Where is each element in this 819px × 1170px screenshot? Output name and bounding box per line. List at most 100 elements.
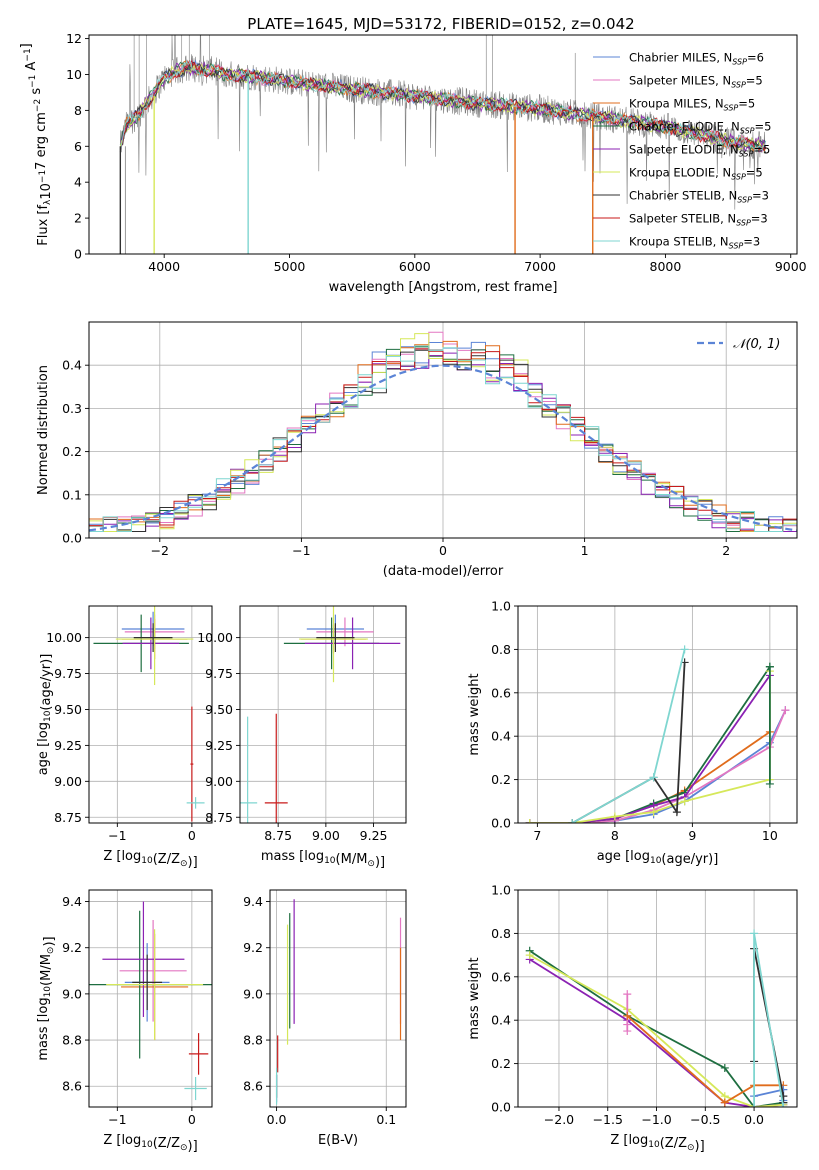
- x-tick-label: 9: [688, 828, 696, 843]
- series-line-kroupa_elodie: [529, 671, 771, 823]
- x-tick-label: 9.00: [312, 828, 340, 843]
- x-tick-label: 8000: [650, 259, 682, 274]
- y-axis-label: Flux [fλ10−17 erg cm−2 s−1 A−1]: [19, 43, 54, 246]
- legend-label: Chabrier STELIB, NSSP=3: [629, 189, 769, 205]
- y-tick-label: 9.2: [243, 940, 263, 955]
- y-tick-label: 10.00: [197, 630, 233, 645]
- y-tick-label: 1.0: [491, 599, 511, 614]
- series-marker: [649, 773, 658, 782]
- y-tick-label: 8.75: [205, 810, 233, 825]
- legend-label: Salpeter STELIB, NSSP=3: [629, 212, 768, 228]
- y-tick-label: 0.0: [491, 1100, 511, 1115]
- axes-mass_vs_Z: −1 0 8.6 8.8 9.0 9.2 9.4 Z [log10(Z/Z⊙)] mass [l…: [36, 889, 213, 1154]
- series-line-chabrier_elodie: [529, 666, 771, 823]
- series-marker: [525, 951, 534, 960]
- x-tick-label: 10: [762, 828, 778, 843]
- y-tick-label: 10.00: [46, 630, 82, 645]
- x-axis-label: Z [log10(Z/Z⊙)]: [103, 1133, 197, 1154]
- y-tick-label: 9.50: [205, 702, 233, 717]
- y-tick-label: 4: [74, 175, 82, 190]
- x-tick-label: 0.0: [744, 1112, 764, 1127]
- series-line-chabrier_miles: [753, 1088, 785, 1101]
- legend-label: Chabrier MILES, NSSP=6: [629, 51, 764, 67]
- y-tick-label: 8.6: [243, 1079, 263, 1094]
- legend-label: Kroupa STELIB, NSSP=3: [629, 235, 760, 251]
- series-marker: [779, 1103, 788, 1107]
- x-tick-label: 5000: [274, 259, 306, 274]
- y-tick-label: 0.4: [62, 358, 82, 373]
- legend-label: Chabrier ELODIE, NSSP=5: [629, 120, 771, 136]
- y-tick-label: 1.0: [491, 883, 511, 898]
- series-marker: [765, 779, 774, 788]
- normal-curve: [89, 364, 797, 532]
- y-tick-label: 9.50: [54, 702, 82, 717]
- y-tick-label: 9.25: [205, 738, 233, 753]
- y-tick-label: 0.6: [491, 685, 511, 700]
- y-tick-label: 9.00: [54, 774, 82, 789]
- legend-label: Kroupa ELODIE, NSSP=5: [629, 166, 763, 182]
- y-axis-label: mass [log10(M/M⊙)]: [36, 936, 57, 1060]
- x-axis-label: age [log10(age/yr)]: [597, 849, 719, 867]
- series-line-chabrier_stelib: [571, 662, 686, 823]
- y-tick-label: 9.4: [243, 894, 263, 909]
- y-tick-label: 8.75: [54, 810, 82, 825]
- axes-frame: [88, 34, 798, 255]
- y-tick-label: 9.0: [62, 986, 82, 1001]
- grid-massweight_vs_Z: [518, 889, 797, 1108]
- axes-frame: [517, 605, 798, 824]
- y-tick-label: 0.2: [491, 772, 511, 787]
- y-tick-label: 8.6: [62, 1079, 82, 1094]
- axes-age_vs_mass: 8.75 9.00 9.25 8.75 9.00 9.25 9.50 9.75 10.00 mas…: [197, 605, 407, 870]
- grid-massweight_vs_age: [518, 605, 797, 824]
- axes-residuals: −2 −1 0 1 2 0.0 0.1 0.2 0.3 0.4 (data-model)/error…: [36, 321, 798, 579]
- series-marker: [750, 1103, 759, 1107]
- x-tick-label: 0: [439, 543, 447, 558]
- legend-label: Salpeter ELODIE, NSSP=5: [629, 143, 770, 159]
- y-tick-label: 0.8: [491, 926, 511, 941]
- histogram-salpeter_stelib: [89, 348, 797, 532]
- x-tick-label: 4000: [148, 259, 180, 274]
- x-tick-label: 7: [533, 828, 541, 843]
- series-line-salpeter_elodie: [529, 674, 771, 823]
- model-spectrum-kroupa_stelib: [119, 60, 767, 153]
- series-marker: [623, 990, 632, 999]
- y-tick-label: 9.75: [54, 666, 82, 681]
- axes-mass_vs_EBV: 0.0 0.1 8.6 8.8 9.0 9.2 9.4 E(B-V): [243, 889, 407, 1148]
- grid-mass_vs_EBV: [270, 890, 406, 1107]
- y-tick-label: 9.75: [205, 666, 233, 681]
- series-marker: [680, 645, 689, 654]
- axes-frame: [517, 889, 798, 1108]
- series-marker: [649, 808, 658, 817]
- y-tick-label: 6: [74, 139, 82, 154]
- y-tick-label: 0.3: [62, 401, 82, 416]
- x-axis-label: mass [log10(M/M⊙)]: [261, 849, 385, 870]
- axes-massweight_vs_age: 7 8 9 10 0.0 0.2 0.4 0.6 0.8 1.0 age [log10(age/yr…: [467, 599, 798, 867]
- series-marker: [680, 797, 689, 806]
- x-tick-label: −1.5: [593, 1112, 623, 1127]
- y-tick-label: 0.8: [491, 642, 511, 657]
- series-marker: [672, 808, 681, 817]
- plot-area-massweight_vs_Z: [525, 929, 788, 1107]
- series-marker: [720, 1098, 729, 1107]
- x-axis-label: Z [log10(Z/Z⊙)]: [610, 1133, 704, 1154]
- y-tick-label: 0.0: [491, 816, 511, 831]
- y-tick-label: 8: [74, 103, 82, 118]
- grid-mass_vs_Z: [89, 890, 212, 1107]
- x-tick-label: 8: [611, 828, 619, 843]
- plot-area-massweight_vs_age: [525, 645, 790, 823]
- x-tick-label: −0.5: [690, 1112, 720, 1127]
- series-marker: [525, 819, 534, 823]
- spectrum-legend: Chabrier MILES, NSSP=6 Salpeter MILES, NS…: [593, 51, 771, 251]
- axes-frame: [88, 889, 213, 1108]
- x-tick-label: 7000: [524, 259, 556, 274]
- plot-area-spectrum: [119, 35, 767, 254]
- axes-frame: [269, 889, 407, 1108]
- x-tick-label: 1: [581, 543, 589, 558]
- x-tick-label: 8.75: [264, 828, 292, 843]
- legend-label: Kroupa MILES, NSSP=5: [629, 97, 755, 113]
- grid-age_vs_mass: [240, 606, 406, 823]
- y-tick-label: 0.2: [62, 444, 82, 459]
- series-marker: [610, 812, 619, 821]
- series-marker: [750, 929, 759, 938]
- series-marker: [623, 1020, 632, 1029]
